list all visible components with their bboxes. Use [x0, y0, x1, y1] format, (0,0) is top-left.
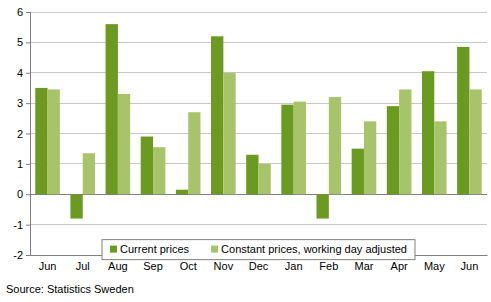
- bar: [387, 106, 399, 194]
- x-tick-label: Feb: [319, 260, 338, 272]
- grid-line: [30, 133, 487, 134]
- y-tick-mark: [26, 73, 30, 74]
- legend-swatch: [110, 246, 117, 253]
- grid-line: [30, 42, 487, 43]
- y-tick-mark: [26, 12, 30, 13]
- y-tick-mark: [26, 103, 30, 104]
- x-tick-label: Nov: [214, 260, 234, 272]
- y-tick-label: 3: [17, 97, 23, 109]
- bar: [188, 112, 200, 194]
- y-tick-mark: [26, 255, 30, 256]
- x-tick: May: [424, 255, 445, 272]
- bar: [422, 71, 434, 194]
- source: Source: Statistics Sweden: [6, 283, 134, 295]
- y-tick-mark: [26, 194, 30, 195]
- y-tick-label: 2: [17, 128, 23, 140]
- x-tick-label: Jun: [39, 260, 57, 272]
- bar: [153, 147, 165, 194]
- x-tick: Jun: [39, 255, 57, 272]
- x-tick-label: Apr: [391, 260, 408, 272]
- y-tick-label: 4: [17, 67, 23, 79]
- x-tick-label: Mar: [354, 260, 373, 272]
- x-tick-label: May: [424, 260, 445, 272]
- x-tick: Jul: [76, 255, 90, 272]
- y-tick-label: 5: [17, 36, 23, 48]
- y-tick: 6: [17, 6, 30, 18]
- legend-item: Current prices: [110, 243, 190, 255]
- bar: [364, 121, 376, 194]
- y-tick-label: 1: [17, 158, 23, 170]
- legend-item: Constant prices, working day adjusted: [211, 243, 407, 255]
- x-tick-label: Jan: [285, 260, 303, 272]
- grid: [30, 12, 487, 255]
- bar-series: [48, 73, 482, 195]
- x-tick-label: Sep: [143, 260, 163, 272]
- bar: [352, 149, 364, 195]
- y-tick: 4: [17, 67, 30, 79]
- bar: [294, 102, 306, 195]
- bar: [176, 190, 188, 195]
- bar: [329, 97, 341, 194]
- bar: [83, 153, 95, 194]
- bar: [223, 73, 235, 195]
- legend-swatch: [211, 246, 218, 253]
- x-tick-label: Oct: [180, 260, 197, 272]
- bar: [469, 89, 481, 194]
- bar: [259, 164, 271, 194]
- bar: [246, 155, 258, 194]
- x-tick-label: Jul: [76, 260, 90, 272]
- y-tick: 1: [17, 158, 30, 170]
- y-tick-mark: [26, 42, 30, 43]
- y-tick: 3: [17, 97, 30, 109]
- bar: [317, 194, 329, 218]
- y-axis-line: [26, 13, 31, 256]
- bar: [281, 105, 293, 195]
- legend-label: Constant prices, working day adjusted: [221, 243, 407, 255]
- bar: [48, 89, 60, 194]
- bar: [457, 47, 469, 194]
- bar: [399, 89, 411, 194]
- y-tick-label: 0: [17, 188, 23, 200]
- y-tick: -1: [13, 219, 30, 231]
- y-tick: -2: [13, 249, 30, 261]
- y-tick-label: -2: [13, 249, 23, 261]
- y-tick: 0: [17, 188, 30, 200]
- legend: Current prices Constant prices, working d…: [102, 240, 415, 260]
- y-axis: -2 -1 0 1 2 3 4 5 6: [13, 6, 30, 261]
- y-tick-label: -1: [13, 219, 23, 231]
- bar-series: [35, 24, 469, 218]
- legend-box: [102, 240, 415, 260]
- y-tick: 2: [17, 128, 30, 140]
- bar: [35, 88, 47, 194]
- bar: [141, 137, 153, 195]
- grid-line: [30, 224, 487, 225]
- bar: [106, 24, 118, 194]
- grid-line: [30, 72, 487, 73]
- plot: -2 -1 0 1 2 3 4 5 6 Jun Jul Aug Sep Oct Nov Dec Jan Feb Ma…: [13, 6, 487, 272]
- grid-line: [30, 103, 487, 104]
- x-tick-label: Aug: [108, 260, 128, 272]
- bar: [70, 194, 82, 218]
- y-tick-mark: [26, 134, 30, 135]
- y-tick: 5: [17, 36, 30, 48]
- y-tick-mark: [26, 164, 30, 165]
- x-tick-label: Jun: [461, 260, 479, 272]
- chart: -2 -1 0 1 2 3 4 5 6 Jun Jul Aug Sep Oct Nov Dec Jan Feb Ma…: [0, 0, 491, 302]
- grid-line: [30, 12, 487, 13]
- y-tick-mark: [26, 225, 30, 226]
- bars: [35, 24, 481, 218]
- x-tick: Jun: [461, 255, 479, 272]
- bar: [434, 121, 446, 194]
- bar: [118, 94, 130, 194]
- bar: [211, 36, 223, 194]
- y-tick-label: 6: [17, 6, 23, 18]
- legend-label: Current prices: [120, 243, 190, 255]
- x-tick-label: Dec: [249, 260, 269, 272]
